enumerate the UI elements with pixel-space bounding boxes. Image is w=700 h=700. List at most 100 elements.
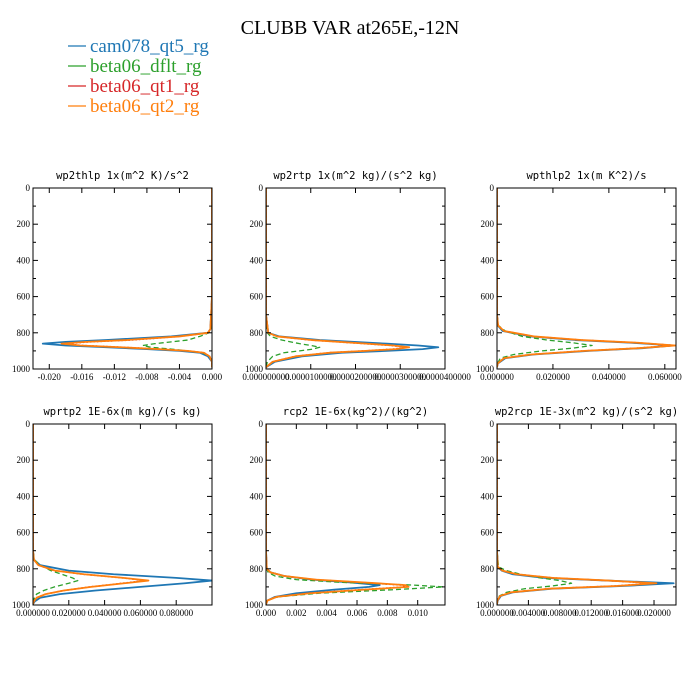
y-tick-label: 1000 xyxy=(12,600,31,610)
series-line xyxy=(497,188,676,368)
y-tick-label: 400 xyxy=(250,255,264,265)
x-tick-label: 0.080000 xyxy=(159,608,193,618)
y-tick-label: 0 xyxy=(26,183,31,193)
y-tick-label: 800 xyxy=(250,328,264,338)
x-tick-label: 0.004 xyxy=(317,608,338,618)
plot-frame xyxy=(496,423,677,606)
panel-title: rcp2 1E-6x(kg^2)/(kg^2) xyxy=(283,406,428,418)
chart-panel: wp2rcp 1E-3x(m^2 kg)/(s^2 kg)0 200 400 600 8… xyxy=(476,406,678,618)
y-tick-label: 1000 xyxy=(476,600,495,610)
x-tick-label: -0.012 xyxy=(103,372,126,382)
y-tick-label: 400 xyxy=(481,491,495,501)
panel-title: wp2rcp 1E-3x(m^2 kg)/(s^2 kg) xyxy=(495,406,678,418)
y-tick-label: 800 xyxy=(481,328,495,338)
x-tick-label: -0.008 xyxy=(135,372,159,382)
y-tick-label: 0 xyxy=(259,419,264,429)
y-tick-label: 800 xyxy=(17,328,31,338)
y-tick-label: 400 xyxy=(250,491,264,501)
y-tick-label: 200 xyxy=(17,455,31,465)
x-tick-label: 0.008 xyxy=(377,608,398,618)
x-tick-label: -0.020 xyxy=(38,372,62,382)
x-tick-label: 0.060000 xyxy=(124,608,158,618)
chart-panel: wp2rtp 1x(m^2 kg)/(s^2 kg) 0 200 400 600 800 1… xyxy=(242,170,471,382)
y-tick-label: 1000 xyxy=(245,364,264,374)
x-tick-label: 0.006 xyxy=(347,608,368,618)
x-tick-label: 0.0000400000 xyxy=(419,372,471,382)
x-tick-label: 0.000 xyxy=(202,372,223,382)
series-line xyxy=(33,424,147,605)
x-tick-label: 0.000000 xyxy=(480,608,514,618)
x-tick-label: 0.000000 xyxy=(16,608,50,618)
y-tick-label: 800 xyxy=(17,564,31,574)
y-tick-label: 1000 xyxy=(245,600,264,610)
chart-panel: wpthlp2 1x(m K^2)/s 0 200 400 600 800 10000.00… xyxy=(476,170,682,382)
chart-panel: rcp2 1E-6x(kg^2)/(kg^2) 0 200 400 600 800 1000… xyxy=(245,406,446,618)
y-tick-label: 200 xyxy=(250,219,264,229)
chart-panel: wprtp2 1E-6x(m kg)/(s kg) 0 200 400 600 800 10… xyxy=(12,406,213,618)
series-line xyxy=(497,424,658,605)
y-tick-label: 0 xyxy=(26,419,31,429)
x-tick-label: 0.060000 xyxy=(648,372,682,382)
y-tick-label: 0 xyxy=(490,419,495,429)
y-tick-label: 0 xyxy=(259,183,264,193)
x-tick-label: 0.004000 xyxy=(512,608,546,618)
panel-title: wp2rtp 1x(m^2 kg)/(s^2 kg) xyxy=(273,170,437,182)
y-tick-label: 200 xyxy=(481,219,495,229)
x-tick-label: 0.002 xyxy=(286,608,306,618)
x-tick-label: 0.040000 xyxy=(592,372,626,382)
y-tick-label: 800 xyxy=(481,564,495,574)
x-tick-label: 0.016000 xyxy=(606,608,640,618)
x-tick-label: 0.040000 xyxy=(88,608,122,618)
x-tick-label: 0.0000200000 xyxy=(330,372,382,382)
y-tick-label: 0 xyxy=(490,183,495,193)
series-line xyxy=(266,188,440,368)
x-tick-label: 0.010 xyxy=(408,608,429,618)
x-tick-label: 0.012000 xyxy=(574,608,608,618)
series-line xyxy=(60,188,212,368)
x-tick-label: 0.000 xyxy=(256,608,277,618)
panels: wp2thlp 1x(m^2 K)/s^2 0 200 400 600 800 1000 -0… xyxy=(12,170,682,618)
chart-panel: wp2thlp 1x(m^2 K)/s^2 0 200 400 600 800 1000 -0… xyxy=(12,170,223,382)
x-tick-label: -0.004 xyxy=(168,372,192,382)
x-tick-label: 0.020000 xyxy=(52,608,86,618)
y-tick-label: 400 xyxy=(481,255,495,265)
series-line xyxy=(497,424,675,605)
x-tick-label: 0.0000300000 xyxy=(374,372,426,382)
y-tick-label: 400 xyxy=(17,255,31,265)
series-line xyxy=(33,424,79,605)
figure-title: CLUBB VAR at265E,-12N xyxy=(241,17,460,39)
panel-title: wprtp2 1E-6x(m kg)/(s kg) xyxy=(43,406,201,418)
y-tick-label: 200 xyxy=(481,455,495,465)
y-tick-label: 600 xyxy=(250,292,264,302)
y-tick-label: 200 xyxy=(17,219,31,229)
x-tick-label: 0.0000100000 xyxy=(285,372,337,382)
plot-frame xyxy=(496,187,677,370)
x-tick-label: 0.000000 xyxy=(480,372,514,382)
y-tick-label: 600 xyxy=(481,528,495,538)
series-line xyxy=(33,424,150,605)
y-tick-label: 400 xyxy=(17,491,31,501)
y-tick-label: 1000 xyxy=(12,364,31,374)
legend-entry: beta06_dflt_rg xyxy=(90,56,202,77)
y-tick-label: 600 xyxy=(481,292,495,302)
x-tick-label: 0.020000 xyxy=(536,372,570,382)
x-tick-label: 0.000000000 xyxy=(242,372,290,382)
series-line xyxy=(497,424,573,605)
legend-entry: beta06_qt2_rg xyxy=(90,96,200,117)
y-tick-label: 600 xyxy=(17,528,31,538)
x-tick-label: 0.020000 xyxy=(637,608,671,618)
y-tick-label: 800 xyxy=(250,564,264,574)
x-tick-label: -0.016 xyxy=(70,372,94,382)
series-line xyxy=(497,424,655,605)
legend-entry: cam078_qt5_rg xyxy=(90,36,209,57)
x-tick-label: 0.008000 xyxy=(543,608,577,618)
y-tick-label: 600 xyxy=(17,292,31,302)
series-line xyxy=(266,424,410,605)
y-tick-label: 1000 xyxy=(476,364,495,374)
series-line xyxy=(142,188,212,368)
y-tick-label: 600 xyxy=(250,528,264,538)
y-tick-label: 200 xyxy=(250,455,264,465)
panel-title: wpthlp2 1x(m K^2)/s xyxy=(526,170,646,182)
series-line xyxy=(266,188,411,368)
